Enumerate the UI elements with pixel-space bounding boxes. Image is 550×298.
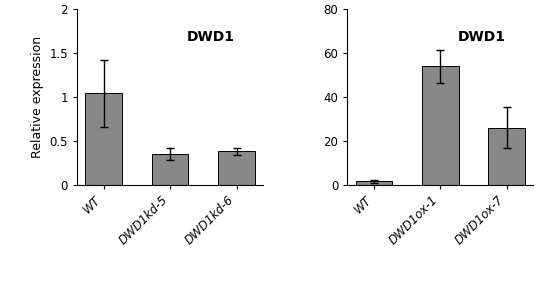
Bar bbox=[152, 154, 189, 185]
Text: DWD1: DWD1 bbox=[458, 30, 505, 44]
Bar bbox=[356, 181, 392, 185]
Y-axis label: Relative expression: Relative expression bbox=[31, 36, 44, 158]
Bar bbox=[488, 128, 525, 185]
Bar bbox=[218, 151, 255, 185]
Bar bbox=[85, 93, 122, 185]
Text: DWD1: DWD1 bbox=[187, 30, 235, 44]
Bar bbox=[422, 66, 459, 185]
